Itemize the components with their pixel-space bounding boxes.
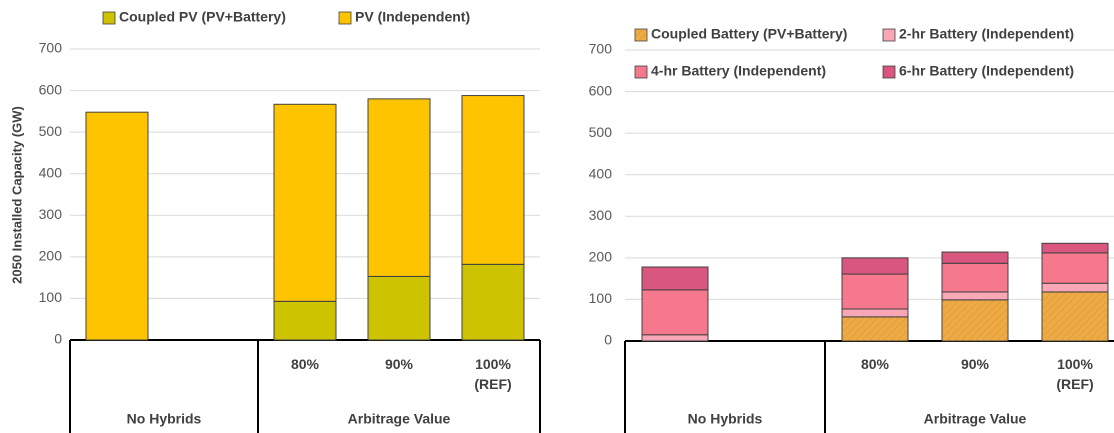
x-tick-label-line: (REF) <box>474 376 511 392</box>
legend-swatch <box>102 11 116 25</box>
x-tick-label-line: 100% <box>475 356 511 372</box>
y-tick-label: 700 <box>589 41 613 57</box>
y-tick-label: 600 <box>39 81 63 97</box>
x-tick-label-line: 80% <box>861 356 890 372</box>
y-tick-label: 400 <box>39 164 63 180</box>
bar-segment <box>273 103 337 302</box>
y-tick-label: 500 <box>39 123 63 139</box>
bar-hatch <box>842 316 908 341</box>
bar-hatch <box>942 299 1008 341</box>
y-tick-label: 300 <box>39 206 63 222</box>
x-tick-label-line: 90% <box>385 356 414 372</box>
y-tick-label: 400 <box>589 165 613 181</box>
bar-segment <box>841 273 909 310</box>
y-tick-label: 200 <box>589 249 613 265</box>
legend-label: 4-hr Battery (Independent) <box>651 63 826 79</box>
x-tick-label-line: 90% <box>961 356 990 372</box>
bar-segment <box>273 300 337 341</box>
bar-segment <box>641 266 709 291</box>
bar-segment <box>461 95 525 265</box>
legend-swatch <box>882 28 896 42</box>
x-tick-label: 90% <box>961 356 990 372</box>
bar-segment <box>367 98 431 277</box>
bar-segment <box>841 308 909 318</box>
bar-segment <box>461 263 525 341</box>
bar-segment <box>1041 282 1109 293</box>
y-tick-label: 300 <box>589 207 613 223</box>
legend-label: PV (Independent) <box>355 9 470 25</box>
legend-swatch <box>882 65 896 79</box>
bar-hatch <box>1042 291 1108 341</box>
y-tick-label: 500 <box>589 124 613 140</box>
y-tick-label: 700 <box>39 40 63 56</box>
y-tick-label: 200 <box>39 248 63 264</box>
x-tick-label: 100% (REF) <box>474 356 511 392</box>
x-tick-label-line: 80% <box>291 356 320 372</box>
legend-swatch <box>634 65 648 79</box>
legend-label: Coupled PV (PV+Battery) <box>119 9 286 25</box>
bar-segment <box>941 291 1009 301</box>
legend-label: Coupled Battery (PV+Battery) <box>651 26 847 42</box>
group-label: No Hybrids <box>127 411 202 427</box>
x-tick-label: 100% (REF) <box>1056 356 1093 392</box>
x-tick-label-line: 100% <box>1057 356 1093 372</box>
y-tick-label: 100 <box>589 290 613 306</box>
bar-segment <box>1041 242 1109 254</box>
group-label: Arbitrage Value <box>348 411 451 427</box>
y-tick-label: 0 <box>604 332 612 348</box>
y-tick-label: 600 <box>589 82 613 98</box>
x-tick-label: 80% <box>861 356 890 372</box>
legend-label: 2-hr Battery (Independent) <box>899 26 1074 42</box>
x-tick-label: 80% <box>291 356 320 372</box>
bar-segment <box>367 275 431 341</box>
y-tick-label: 100 <box>39 289 63 305</box>
legend-hatch <box>635 29 647 41</box>
group-label: Arbitrage Value <box>924 411 1027 427</box>
bar-segment <box>941 251 1009 264</box>
x-tick-label: 90% <box>385 356 414 372</box>
bar-segment <box>841 257 909 275</box>
bar-segment <box>641 334 709 342</box>
x-tick-label-line: (REF) <box>1056 376 1093 392</box>
bar-segment <box>941 262 1009 293</box>
legend-swatch <box>338 11 352 25</box>
bar-segment <box>85 111 149 341</box>
bar-segment <box>1041 252 1109 284</box>
bar-segment <box>641 289 709 336</box>
y-axis-title: 2050 Installed Capacity (GW) <box>9 106 24 284</box>
y-tick-label: 0 <box>54 331 62 347</box>
group-label: No Hybrids <box>688 411 763 427</box>
legend-label: 6-hr Battery (Independent) <box>899 63 1074 79</box>
